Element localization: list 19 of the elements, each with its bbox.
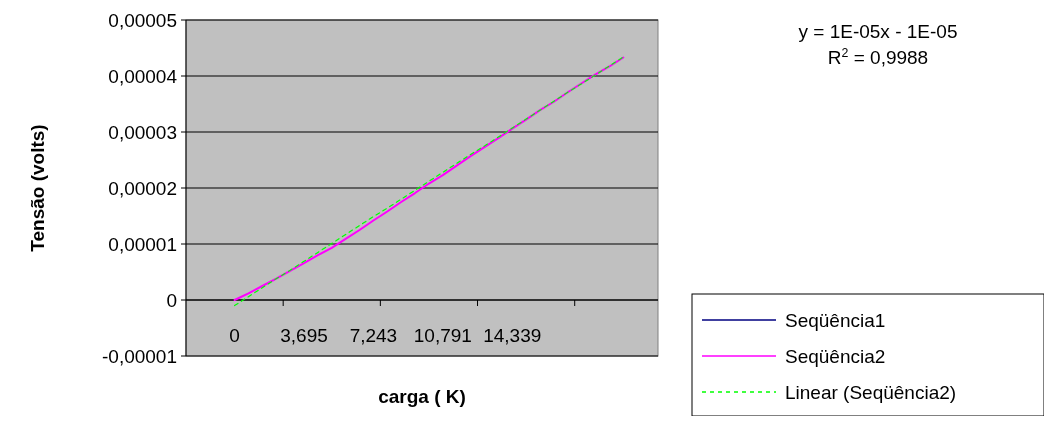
x-tick-label: 0	[229, 325, 240, 346]
text: R$^{2}$ = 0,9988	[827, 46, 929, 68]
y-tick-label: 0,00005	[108, 9, 177, 31]
legend-label: Seqüência2	[785, 345, 886, 367]
y-tick-label: 0,00001	[108, 233, 177, 255]
y-axis-title: Tensão (volts)	[27, 124, 48, 252]
y-tick-label: -0,00001	[101, 345, 177, 367]
x-tick-label: 14,339	[483, 325, 542, 346]
y-tick-label: 0,00002	[108, 177, 177, 199]
x-axis-title: carga ( K)	[378, 386, 466, 407]
legend-label: Seqüência1	[785, 309, 886, 331]
x-tick-label: 7,243	[349, 325, 398, 346]
y-tick-label: 0,00003	[108, 121, 177, 143]
x-tick-label: 10,791	[413, 325, 472, 346]
y-tick-label: 0	[166, 289, 177, 311]
legend-label: Linear (Seqüência2)	[785, 381, 957, 403]
y-tick-label: 0,00004	[108, 65, 178, 87]
text: y = 1E-05x - 1E-05	[798, 21, 958, 42]
x-tick-label: 3,695	[280, 325, 328, 346]
